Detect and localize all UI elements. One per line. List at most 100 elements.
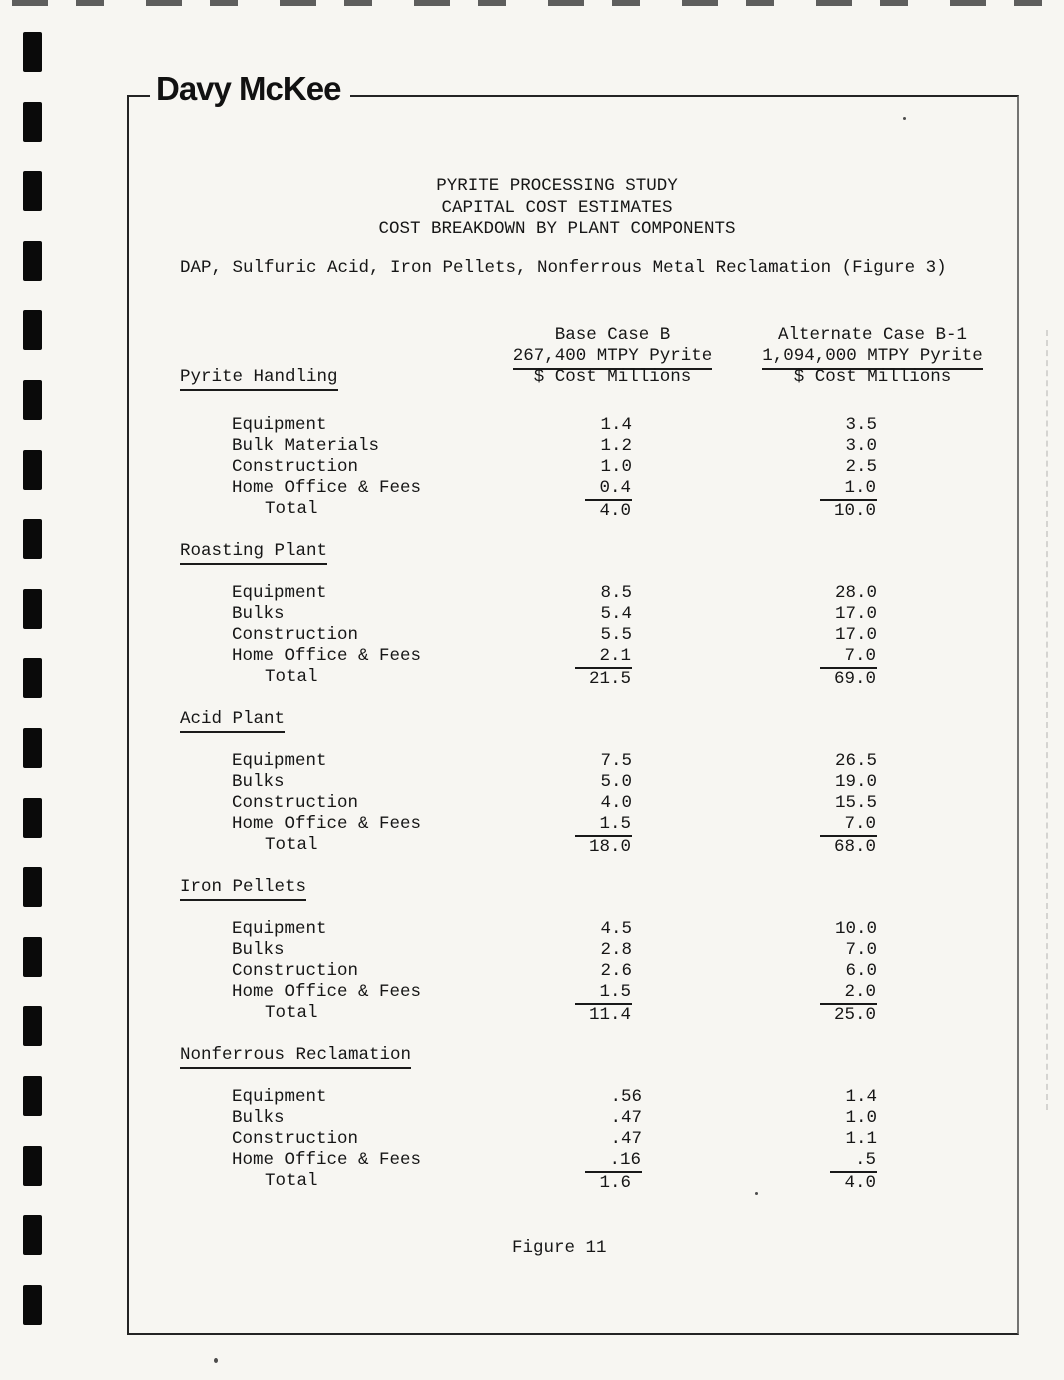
row-label: Home Office & Fees bbox=[232, 646, 422, 666]
title-line-3: COST BREAKDOWN BY PLANT COMPONENTS bbox=[378, 219, 736, 239]
section-heading-row: Roasting Plant bbox=[180, 541, 1010, 565]
binding-hole bbox=[23, 588, 42, 629]
base-case-value: 1.0 bbox=[600, 457, 632, 477]
alternate-case-value: 17.0 bbox=[834, 625, 877, 645]
base-case-value: 4.5 bbox=[600, 919, 632, 939]
alternate-case-label: Alternate Case B-1 bbox=[777, 325, 968, 345]
base-case-value: 2.6 bbox=[600, 961, 632, 981]
alternate-case-value: 7.0 bbox=[845, 940, 877, 960]
table-row: Construction 5.5 17.0 bbox=[180, 625, 1010, 646]
base-case-value: 5.4 bbox=[600, 604, 632, 624]
scan-speck bbox=[903, 117, 906, 120]
binding-hole bbox=[23, 936, 42, 977]
title-line-2: CAPITAL COST ESTIMATES bbox=[441, 197, 673, 218]
document-border-frame bbox=[127, 95, 1019, 1335]
binding-hole bbox=[23, 728, 42, 768]
base-case-value: .47 bbox=[610, 1108, 642, 1128]
table-row: Home Office & Fees 0.4 1.0 bbox=[180, 478, 1010, 501]
alternate-case-value: 1.1 bbox=[845, 1129, 877, 1149]
base-case-value: 1.4 bbox=[600, 415, 632, 435]
binding-hole bbox=[23, 380, 42, 420]
row-label: Bulks bbox=[232, 604, 285, 624]
table-row: Equipment 1.4 3.5 bbox=[180, 415, 1010, 436]
table-row: Home Office & Fees .16 .5 bbox=[180, 1150, 1010, 1173]
row-label: Total bbox=[265, 667, 318, 687]
row-label: Home Office & Fees bbox=[232, 982, 422, 1002]
table-row: Total 1.6 4.0 bbox=[180, 1171, 1010, 1193]
row-label: Equipment bbox=[232, 919, 327, 939]
row-label: Total bbox=[265, 499, 318, 519]
table-row: Total 4.0 10.0 bbox=[180, 499, 1010, 521]
alternate-case-value: 28.0 bbox=[834, 583, 877, 603]
row-label: Equipment bbox=[232, 1087, 327, 1107]
binding-hole bbox=[23, 1215, 42, 1256]
table-row: Construction .47 1.1 bbox=[180, 1129, 1010, 1150]
document-title-block: PYRITE PROCESSING STUDY CAPITAL COST EST… bbox=[117, 176, 997, 241]
binding-hole bbox=[23, 1284, 42, 1325]
base-case-value: 7.5 bbox=[600, 751, 632, 771]
section-heading: Nonferrous Reclamation bbox=[180, 1045, 412, 1069]
table-row: Bulks 5.0 19.0 bbox=[180, 772, 1010, 793]
base-case-value: .47 bbox=[610, 1129, 642, 1149]
row-label: Total bbox=[265, 1003, 318, 1023]
row-label: Home Office & Fees bbox=[232, 478, 422, 498]
binding-hole bbox=[23, 449, 42, 490]
alternate-case-value: 19.0 bbox=[834, 772, 877, 792]
table-row: Construction 1.0 2.5 bbox=[180, 457, 1010, 478]
base-case-capacity: 267,400 MTPY Pyrite bbox=[512, 346, 713, 370]
base-case-value: 11.4 bbox=[560, 1003, 632, 1026]
row-label: Construction bbox=[232, 625, 359, 645]
table-row: Total 11.4 25.0 bbox=[180, 1003, 1010, 1026]
binding-hole bbox=[23, 1006, 42, 1047]
section-heading: Pyrite Handling bbox=[180, 367, 338, 391]
alternate-case-value: 7.0 bbox=[805, 814, 877, 837]
section-heading-row: Nonferrous Reclamation bbox=[180, 1045, 1010, 1069]
alternate-case-value: 17.0 bbox=[834, 604, 877, 624]
section-rows: Equipment 8.5 28.0 Bulks 5.4 17.0 Constr… bbox=[180, 583, 1010, 689]
base-case-value: 4.0 bbox=[600, 793, 632, 813]
base-case-value: 1.5 bbox=[560, 814, 632, 837]
table-header-row-3: Pyrite Handling $ Cost Millions $ Cost M… bbox=[180, 367, 1010, 391]
section-rows: Equipment 1.4 3.5 Bulk Materials 1.2 3.0… bbox=[180, 415, 1010, 521]
table-sections: Equipment 1.4 3.5 Bulk Materials 1.2 3.0… bbox=[180, 415, 1010, 1193]
row-label: Total bbox=[265, 1171, 318, 1191]
alternate-case-value: .5 bbox=[805, 1150, 877, 1173]
table-row: Construction 2.6 6.0 bbox=[180, 961, 1010, 982]
alternate-case-value: 2.0 bbox=[805, 982, 877, 1005]
section-heading-row: Acid Plant bbox=[180, 709, 1010, 733]
base-case-unit: $ Cost Millions bbox=[533, 367, 692, 387]
base-case-value: .16 bbox=[560, 1150, 642, 1173]
alternate-case-unit: $ Cost Millions bbox=[793, 367, 952, 387]
table-row: Home Office & Fees 2.1 7.0 bbox=[180, 646, 1010, 669]
row-label: Construction bbox=[232, 1129, 359, 1149]
alternate-case-value: 3.0 bbox=[845, 436, 877, 456]
scan-speck bbox=[214, 1358, 218, 1363]
table-row: Home Office & Fees 1.5 7.0 bbox=[180, 814, 1010, 837]
row-label: Home Office & Fees bbox=[232, 1150, 422, 1170]
section-rows: Equipment 4.5 10.0 Bulks 2.8 7.0 Constru… bbox=[180, 919, 1010, 1026]
binding-hole bbox=[23, 797, 42, 838]
scan-edge-artifact bbox=[12, 0, 1064, 6]
section-heading: Roasting Plant bbox=[180, 541, 328, 565]
binding-hole bbox=[23, 519, 42, 560]
section-rows: Equipment 7.5 26.5 Bulks 5.0 19.0 Constr… bbox=[180, 751, 1010, 857]
table-row: Construction 4.0 15.5 bbox=[180, 793, 1010, 814]
column-header-base-case: Base Case B 267,400 MTPY Pyrite bbox=[510, 325, 715, 370]
section-heading-row: Iron Pellets bbox=[180, 877, 1010, 901]
alternate-case-value: 1.0 bbox=[805, 478, 877, 501]
scan-margin-artifact bbox=[1046, 330, 1048, 1110]
scan-speck bbox=[755, 1192, 758, 1195]
binding-hole bbox=[23, 1076, 42, 1116]
alternate-case-value: 25.0 bbox=[805, 1003, 877, 1026]
table-row: Equipment 8.5 28.0 bbox=[180, 583, 1010, 604]
section-heading: Iron Pellets bbox=[180, 877, 307, 901]
base-case-value: 8.5 bbox=[600, 583, 632, 603]
base-case-value: 5.0 bbox=[600, 772, 632, 792]
binding-hole bbox=[23, 310, 42, 351]
table-row: Equipment 4.5 10.0 bbox=[180, 919, 1010, 940]
column-header-alternate-case: Alternate Case B-1 1,094,000 MTPY Pyrite bbox=[755, 325, 990, 370]
alternate-case-value: 26.5 bbox=[834, 751, 877, 771]
base-case-value: 1.5 bbox=[560, 982, 632, 1005]
alternate-case-value: 1.4 bbox=[845, 1087, 877, 1107]
